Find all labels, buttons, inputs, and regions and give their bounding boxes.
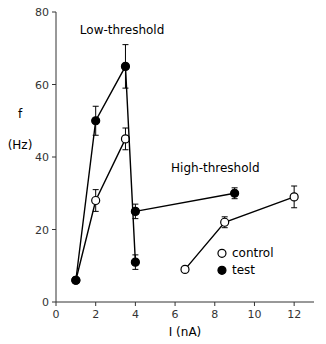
error-bar-cap xyxy=(93,189,99,190)
x-axis-line xyxy=(56,302,314,303)
error-bar xyxy=(132,204,138,219)
error-bar-cap xyxy=(122,149,128,150)
x-tick xyxy=(175,302,176,306)
legend-label: test xyxy=(232,263,255,277)
series-line xyxy=(76,66,136,280)
y-tick xyxy=(52,157,56,158)
data-point xyxy=(221,218,229,226)
legend-marker xyxy=(218,266,226,274)
error-bar-cap xyxy=(93,135,99,136)
x-tick-label: 2 xyxy=(92,308,99,321)
data-point xyxy=(72,276,80,284)
data-point xyxy=(92,117,100,125)
error-bar-cap xyxy=(93,211,99,212)
error-bar xyxy=(93,190,99,212)
error-bar-cap xyxy=(222,216,228,217)
error-bar-cap xyxy=(132,204,138,205)
data-point xyxy=(181,265,189,273)
x-tick xyxy=(95,302,96,306)
x-tick xyxy=(214,302,215,306)
error-bar-cap xyxy=(232,187,238,188)
y-tick-label: 60 xyxy=(35,79,49,92)
y-axis-label: f xyxy=(18,107,23,121)
x-tick xyxy=(135,302,136,306)
legend-label: control xyxy=(232,246,274,260)
annotation: Low-threshold xyxy=(80,23,164,37)
y-tick xyxy=(52,12,56,13)
error-bar-cap xyxy=(291,186,297,187)
y-tick xyxy=(52,229,56,230)
series-line xyxy=(185,197,294,270)
data-point xyxy=(131,258,139,266)
x-axis-label: I (nA) xyxy=(169,325,202,339)
error-bar-cap xyxy=(222,227,228,228)
x-tick-label: 6 xyxy=(172,308,179,321)
x-tick-label: 4 xyxy=(132,308,139,321)
error-bar xyxy=(232,188,238,199)
data-point xyxy=(121,62,129,70)
x-tick xyxy=(56,302,57,306)
error-bar-cap xyxy=(93,106,99,107)
x-tick xyxy=(254,302,255,306)
data-point xyxy=(231,189,239,197)
series-line xyxy=(135,193,234,211)
error-bar-cap xyxy=(122,128,128,129)
chart: 0 2 4 6 8 10 12 0 20 40 60 80 I (nA) f (Hz) Low-thresho… xyxy=(0,0,326,344)
x-tick xyxy=(294,302,295,306)
error-bar xyxy=(291,186,297,208)
error-bar xyxy=(93,106,99,135)
error-bar-cap xyxy=(232,198,238,199)
x-tick-label: 8 xyxy=(211,308,218,321)
plot-area xyxy=(72,45,298,285)
legend: control test xyxy=(218,246,274,277)
error-bar-cap xyxy=(122,88,128,89)
y-tick-label: 80 xyxy=(35,6,49,19)
y-tick-label: 20 xyxy=(35,224,49,237)
data-point xyxy=(121,135,129,143)
y-axis-label: (Hz) xyxy=(8,138,33,152)
y-tick xyxy=(52,84,56,85)
error-bar xyxy=(132,255,138,270)
y-tick-label: 40 xyxy=(35,151,49,164)
data-point xyxy=(131,207,139,215)
x-tick-label: 0 xyxy=(53,308,60,321)
data-point xyxy=(72,276,80,284)
x-tick-label: 12 xyxy=(287,308,301,321)
error-bar-cap xyxy=(132,269,138,270)
y-tick-label: 0 xyxy=(42,296,49,309)
y-tick xyxy=(52,302,56,303)
x-tick-label: 10 xyxy=(247,308,261,321)
legend-marker xyxy=(218,249,226,257)
annotation: High-threshold xyxy=(171,161,259,175)
error-bar-cap xyxy=(291,207,297,208)
error-bar-cap xyxy=(122,44,128,45)
data-point xyxy=(290,193,298,201)
data-point xyxy=(92,197,100,205)
error-bar xyxy=(222,217,228,228)
error-bar-cap xyxy=(132,218,138,219)
error-bar-cap xyxy=(132,254,138,255)
series-line xyxy=(76,139,126,280)
